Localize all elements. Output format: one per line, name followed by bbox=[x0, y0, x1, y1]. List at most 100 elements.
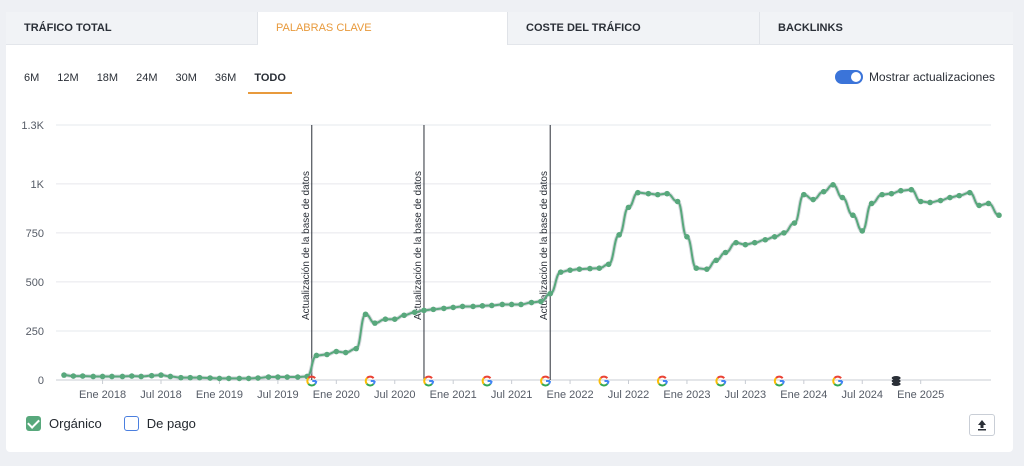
y-tick-label: 500 bbox=[26, 277, 44, 289]
x-tick-label: Ene 2020 bbox=[313, 389, 360, 401]
organico-data-point bbox=[888, 190, 895, 197]
organico-data-point bbox=[411, 309, 418, 316]
organico-data-point bbox=[937, 197, 944, 204]
organico-data-point bbox=[733, 239, 739, 246]
y-tick-label: 1K bbox=[31, 179, 45, 191]
organico-data-point bbox=[187, 374, 194, 381]
organico-data-point bbox=[956, 192, 963, 199]
organico-data-point bbox=[99, 373, 106, 380]
organico-data-point bbox=[820, 188, 827, 195]
tab-trafico-total[interactable]: TRÁFICO TOTAL bbox=[6, 12, 258, 44]
x-tick-label: Ene 2024 bbox=[780, 389, 827, 401]
organico-data-point bbox=[645, 190, 652, 197]
x-tick-label: Ene 2021 bbox=[430, 389, 477, 401]
organico-data-point bbox=[441, 305, 447, 312]
x-tick-label: Jul 2022 bbox=[608, 389, 650, 401]
organico-data-point bbox=[342, 349, 349, 356]
organico-data-point bbox=[401, 312, 407, 319]
organico-data-point bbox=[859, 228, 866, 234]
range-todo[interactable]: TODO bbox=[248, 72, 292, 94]
google-icon[interactable] bbox=[364, 375, 376, 387]
database-icon[interactable] bbox=[891, 376, 901, 386]
organico-data-point bbox=[742, 241, 749, 248]
google-icon[interactable] bbox=[832, 375, 844, 387]
organico-data-point bbox=[459, 303, 466, 310]
tab-coste-del-trafico[interactable]: COSTE DEL TRÁFICO bbox=[508, 12, 760, 44]
organico-data-point bbox=[567, 267, 573, 273]
organico-data-point bbox=[722, 249, 729, 256]
google-icon[interactable] bbox=[540, 375, 552, 387]
keywords-chart: 0 250 500 750 1K 1.3K Ene 2018 Jul 2018 Ene 2019… bbox=[21, 120, 1002, 401]
organico-checkbox[interactable] bbox=[26, 416, 41, 431]
organico-data-point bbox=[353, 345, 359, 352]
updates-toggle[interactable] bbox=[834, 70, 863, 84]
organico-data-point bbox=[781, 230, 787, 236]
organico-data-point bbox=[985, 200, 992, 207]
range-24m[interactable]: 24M bbox=[136, 72, 158, 84]
y-tick-label: 750 bbox=[26, 228, 44, 240]
organico-data-point bbox=[450, 304, 456, 311]
range-36m[interactable]: 36M bbox=[214, 72, 237, 84]
organico-data-point bbox=[470, 303, 476, 310]
organico-data-point bbox=[109, 373, 115, 380]
organico-data-point bbox=[908, 186, 915, 193]
organico-data-point bbox=[508, 301, 515, 308]
organico-data-point bbox=[196, 374, 203, 381]
google-icon[interactable] bbox=[598, 375, 610, 387]
organico-data-point bbox=[324, 351, 330, 358]
range-6m[interactable]: 6M bbox=[24, 72, 40, 84]
organico-data-point bbox=[421, 307, 427, 314]
organico-data-point bbox=[294, 374, 301, 380]
organico-data-point bbox=[810, 196, 816, 203]
google-icon[interactable] bbox=[423, 375, 435, 387]
annotation-label: Actualización de la base de datos bbox=[301, 171, 312, 320]
google-icon[interactable] bbox=[656, 375, 668, 387]
range-30m[interactable]: 30M bbox=[175, 72, 197, 84]
organico-data-point bbox=[479, 303, 486, 309]
tab-palabras-clave[interactable]: PALABRAS CLAVE bbox=[258, 12, 508, 45]
organico-data-point bbox=[693, 265, 700, 271]
de-pago-checkbox[interactable] bbox=[123, 416, 139, 431]
organico-data-point bbox=[596, 265, 603, 271]
range-18m[interactable]: 18M bbox=[96, 72, 119, 84]
x-tick-label: Jul 2018 bbox=[140, 389, 182, 401]
organico-data-point bbox=[265, 374, 272, 380]
organico-data-point bbox=[587, 265, 593, 272]
organico-data-point bbox=[674, 198, 681, 205]
organico-data-point bbox=[616, 232, 622, 238]
google-icon[interactable] bbox=[773, 375, 785, 387]
organico-data-point bbox=[830, 182, 836, 188]
google-icon[interactable] bbox=[715, 375, 727, 387]
google-icon[interactable] bbox=[481, 375, 493, 387]
check-icon bbox=[27, 416, 40, 429]
export-button[interactable] bbox=[969, 414, 995, 436]
organico-data-point bbox=[275, 374, 281, 380]
organico-data-point bbox=[90, 373, 97, 380]
range-12m[interactable]: 12M bbox=[57, 72, 79, 84]
updates-toggle-label: Mostrar actualizaciones bbox=[868, 70, 995, 84]
range-selector: 6M 12M 18M 24M 30M 36M TODO bbox=[24, 72, 298, 94]
organico-data-point bbox=[236, 375, 243, 382]
legend-organico[interactable]: Orgánico bbox=[26, 416, 102, 431]
x-tick-label: Ene 2025 bbox=[897, 389, 944, 401]
organico-data-point bbox=[801, 191, 807, 198]
organico-data-point bbox=[966, 189, 973, 196]
organico-data-point bbox=[225, 375, 232, 382]
organico-data-point bbox=[488, 302, 495, 309]
organico-data-point bbox=[576, 266, 583, 272]
y-tick-label: 250 bbox=[26, 326, 44, 338]
organico-data-point bbox=[927, 199, 933, 206]
toggle-knob bbox=[850, 72, 861, 82]
organico-data-point bbox=[70, 373, 77, 379]
google-icon[interactable] bbox=[306, 375, 318, 387]
organico-data-point bbox=[850, 212, 856, 219]
legend-organico-label: Orgánico bbox=[49, 416, 102, 431]
x-tick-label: Ene 2022 bbox=[547, 389, 594, 401]
x-tick-label: Jul 2019 bbox=[257, 389, 299, 401]
x-tick-label: Ene 2023 bbox=[663, 389, 710, 401]
updates-toggle-wrap: Mostrar actualizaciones bbox=[834, 70, 995, 84]
organico-data-point bbox=[216, 375, 223, 382]
organico-data-point bbox=[148, 372, 155, 379]
tab-backlinks[interactable]: BACKLINKS bbox=[778, 22, 843, 34]
legend-de-pago[interactable]: De pago bbox=[123, 416, 196, 431]
